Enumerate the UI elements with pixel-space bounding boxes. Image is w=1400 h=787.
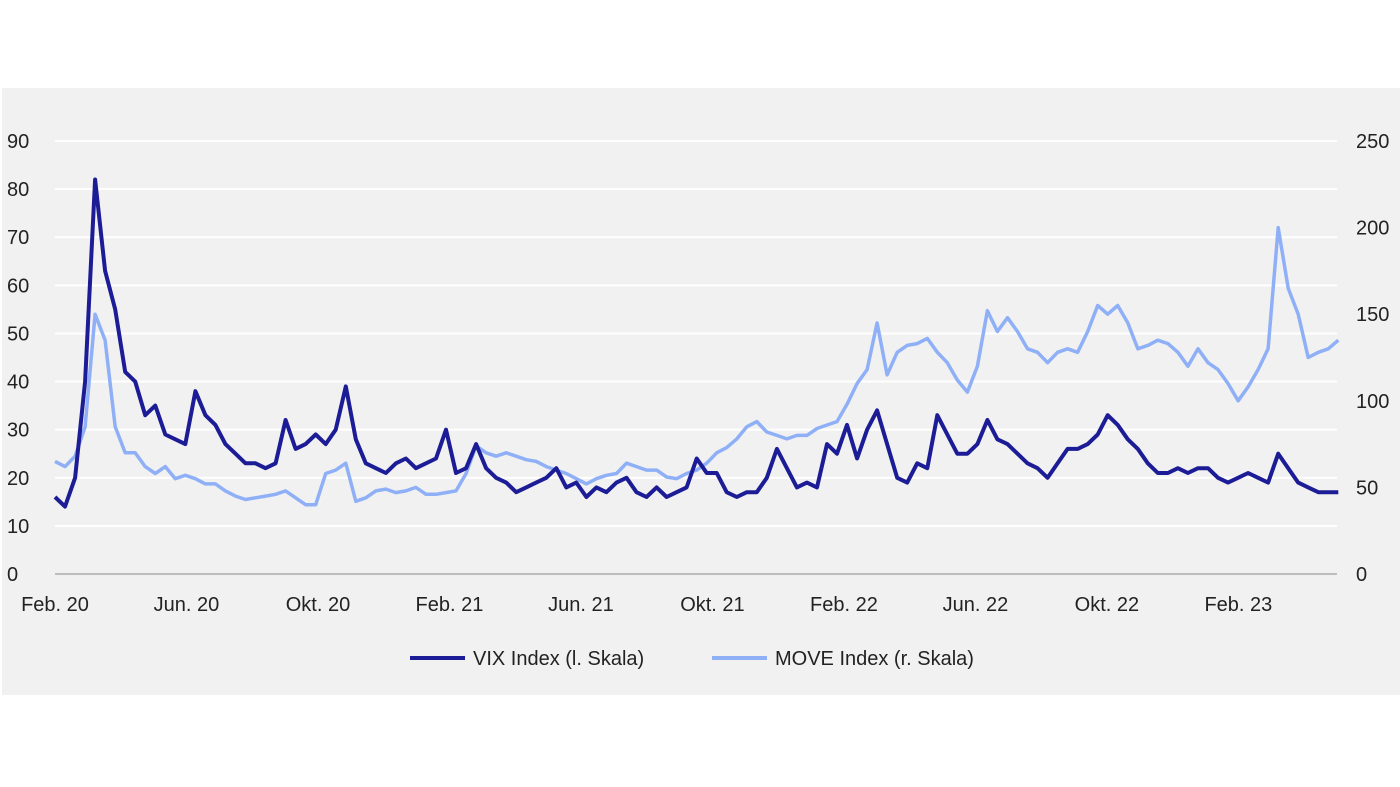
- left-axis-tick-label: 90: [7, 131, 29, 153]
- left-axis-tick-label: 0: [7, 564, 18, 586]
- left-axis-ticks: 0 10 20 30 40 50 60 70 80 90: [7, 131, 29, 586]
- left-axis-tick-label: 70: [7, 227, 29, 249]
- right-axis-tick-label: 0: [1356, 564, 1367, 586]
- x-axis-tick-label: Jun. 22: [943, 594, 1009, 616]
- x-axis-tick-label: Jun. 21: [548, 594, 614, 616]
- legend-label-move: MOVE Index (r. Skala): [775, 648, 974, 670]
- series-lines: [53, 177, 1340, 509]
- right-axis-tick-label: 50: [1356, 477, 1378, 499]
- left-axis-tick-label: 60: [7, 275, 29, 297]
- right-axis-tick-label: 200: [1356, 218, 1389, 240]
- x-axis-tick-label: Okt. 22: [1075, 594, 1139, 616]
- x-axis-tick-label: Jun. 20: [154, 594, 220, 616]
- vix-line: [53, 177, 1339, 509]
- x-axis-ticks: Feb. 20 Jun. 20 Okt. 20 Feb. 21 Jun. 21 Okt. …: [21, 594, 1272, 616]
- right-axis-tick-label: 250: [1356, 131, 1389, 153]
- left-axis-tick-label: 20: [7, 468, 29, 490]
- x-axis-tick-label: Feb. 21: [416, 594, 484, 616]
- x-axis-tick-label: Feb. 22: [810, 594, 878, 616]
- gridlines: [55, 140, 1337, 575]
- x-axis-tick-label: Okt. 21: [680, 594, 744, 616]
- move-line: [54, 225, 1340, 507]
- left-axis-tick-label: 50: [7, 323, 29, 345]
- right-axis-tick-label: 100: [1356, 391, 1389, 413]
- left-axis-tick-label: 80: [7, 179, 29, 201]
- legend-label-vix: VIX Index (l. Skala): [473, 648, 644, 670]
- left-axis-tick-label: 40: [7, 372, 29, 394]
- legend: VIX Index (l. Skala) MOVE Index (r. Skal…: [410, 648, 974, 670]
- right-axis-ticks: 0 50 100 150 200 250: [1356, 131, 1389, 586]
- left-axis-tick-label: 10: [7, 516, 29, 538]
- x-axis-tick-label: Feb. 20: [21, 594, 89, 616]
- x-axis-tick-label: Feb. 23: [1204, 594, 1272, 616]
- x-axis-tick-label: Okt. 20: [286, 594, 350, 616]
- left-axis-tick-label: 30: [7, 420, 29, 442]
- right-axis-tick-label: 150: [1356, 304, 1389, 326]
